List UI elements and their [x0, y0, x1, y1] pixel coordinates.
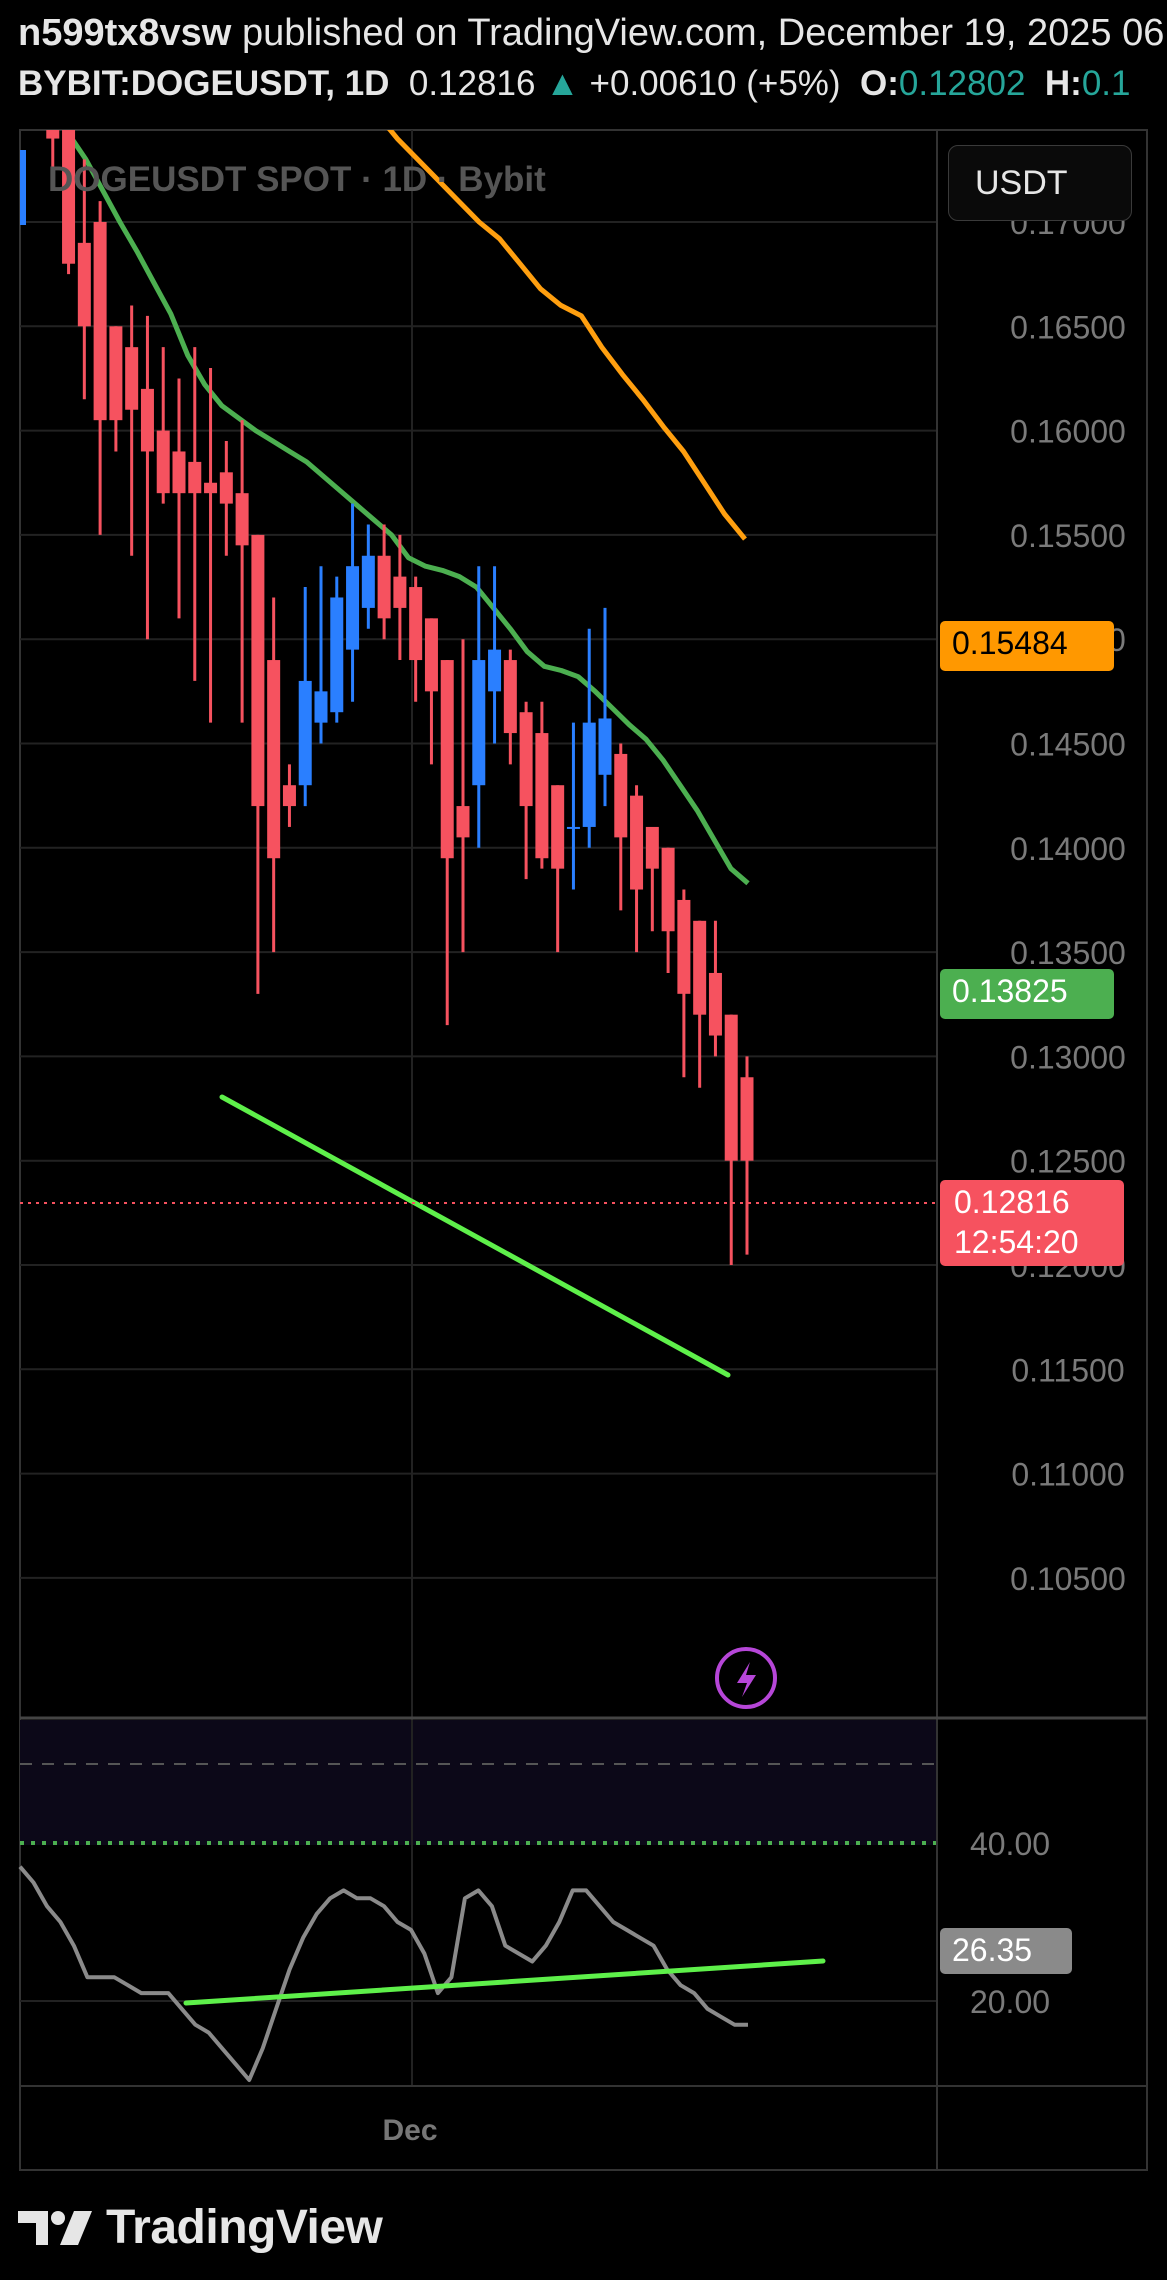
candle-down[interactable] [661, 847, 675, 932]
candle-down[interactable] [724, 1014, 738, 1161]
price-tick-label: 0.13000 [1010, 1039, 1126, 1075]
candle-down[interactable] [93, 222, 107, 421]
rsi-trendline[interactable] [183, 1958, 826, 2006]
candle-down[interactable] [204, 482, 218, 494]
price-tick-label: 0.11500 [1011, 1352, 1124, 1388]
support-trendline[interactable] [219, 1094, 731, 1378]
price-tick-label: 0.11000 [1011, 1457, 1124, 1493]
ma-green-line[interactable] [35, 59, 750, 886]
candle-down[interactable] [440, 660, 454, 859]
candle-up[interactable] [488, 649, 502, 692]
candle-down[interactable] [219, 472, 233, 504]
candle-down[interactable] [77, 242, 91, 327]
rsi-line[interactable] [18, 1865, 748, 2082]
candle-down[interactable] [551, 785, 565, 869]
candle-down[interactable] [140, 388, 154, 452]
ma-orange-price-tag: 0.15484 [940, 621, 1114, 671]
rsi-pane: 40.00 20.00 [18, 1763, 1050, 2082]
rsi-value-tag: 26.35 [940, 1928, 1072, 1974]
candle-up[interactable] [346, 566, 360, 650]
candle-down[interactable] [503, 660, 517, 734]
candle-down[interactable] [677, 899, 691, 994]
tradingview-logo-icon [18, 2210, 92, 2245]
price-tick-label: 0.16000 [1010, 414, 1126, 450]
publish-line: n599tx8vsw published on TradingView.com,… [18, 12, 1164, 55]
candle-down[interactable] [693, 920, 707, 1015]
rsi-tick-label: 20.00 [970, 1984, 1050, 2020]
chart-header: n599tx8vsw published on TradingView.com,… [0, 0, 1167, 130]
high-label: H: [1044, 64, 1082, 103]
author-name[interactable]: n599tx8vsw [18, 12, 232, 54]
candle-down[interactable] [614, 753, 628, 838]
candle-down[interactable] [235, 493, 249, 546]
candle-up[interactable] [361, 555, 375, 608]
price-tick-label: 0.13500 [1010, 935, 1126, 971]
candle-down[interactable] [519, 712, 533, 807]
last-price: 0.12816 [408, 64, 536, 103]
candle-down[interactable] [46, 97, 60, 139]
chart-left-marker [20, 150, 26, 225]
candle-down[interactable] [125, 347, 139, 410]
tradingview-wordmark: TradingView [106, 2201, 383, 2254]
candle-down[interactable] [188, 461, 202, 494]
candle-down[interactable] [424, 618, 438, 692]
up-arrow-icon: ▲ [545, 64, 580, 103]
rsi-tick-label: 40.00 [970, 1826, 1050, 1862]
candle-up[interactable] [298, 680, 312, 786]
candle-up[interactable] [598, 718, 612, 775]
open-value: 0.12802 [898, 64, 1026, 103]
published-text: published on TradingView.com, December 1… [241, 12, 1165, 54]
candle-down[interactable] [409, 587, 423, 661]
candle-down[interactable] [109, 326, 123, 421]
chart-frame [19, 129, 1148, 2171]
candle-down[interactable] [251, 534, 265, 807]
lightning-icon [737, 1662, 756, 1697]
symbol-name[interactable]: BYBIT:DOGEUSDT, 1D [18, 64, 390, 103]
rsi-band [20, 1720, 937, 1845]
price-tick-label: 0.14000 [1010, 831, 1126, 867]
time-label-dec: Dec [382, 2114, 437, 2147]
candle-up[interactable] [582, 722, 596, 827]
price-tick-label: 0.15500 [1010, 518, 1126, 554]
price-tick-label: 0.14500 [1010, 727, 1126, 763]
bar-countdown: 12:54:20 [954, 1224, 1079, 1260]
candle-down[interactable] [62, 107, 76, 264]
candle-down[interactable] [377, 555, 391, 619]
candle-up[interactable] [566, 826, 580, 829]
symbol-line: BYBIT:DOGEUSDT, 1D 0.12816 ▲ +0.00610 (+… [18, 64, 1130, 104]
footer: TradingView [0, 2170, 1167, 2280]
current-price-tag: 0.12816 12:54:20 [940, 1180, 1124, 1266]
high-value: 0.1 [1081, 64, 1131, 103]
chart-title: DOGEUSDT SPOT · 1D · Bybit [48, 160, 546, 199]
candle-up[interactable] [314, 691, 328, 723]
candle-up[interactable] [472, 660, 486, 786]
candle-down[interactable] [282, 785, 296, 807]
price-tick-label: 0.12500 [1010, 1144, 1126, 1180]
open-label: O: [860, 64, 899, 103]
price-tick-label: 0.16500 [1010, 309, 1126, 345]
candle-down[interactable] [535, 733, 549, 859]
candle-down[interactable] [645, 826, 659, 869]
candle-down[interactable] [630, 795, 644, 890]
candle-down[interactable] [708, 972, 722, 1036]
price-change: +0.00610 (+5%) [589, 64, 841, 103]
candle-down[interactable] [740, 1077, 754, 1161]
ma-orange-line[interactable] [295, 13, 747, 541]
tradingview-logo[interactable]: TradingView [18, 2200, 383, 2255]
events-circle[interactable] [715, 1647, 777, 1709]
candle-down[interactable] [31, 45, 44, 118]
moving-averages [35, 13, 750, 886]
candle-down[interactable] [267, 660, 281, 859]
currency-button[interactable]: USDT [948, 145, 1132, 221]
candle-down[interactable] [156, 430, 170, 494]
candle-down[interactable] [456, 806, 470, 838]
candle-up[interactable] [330, 597, 344, 713]
ma-green-price-tag: 0.13825 [940, 969, 1114, 1019]
current-price-value: 0.12816 [954, 1184, 1070, 1220]
candle-down[interactable] [393, 576, 407, 608]
candle-down[interactable] [172, 451, 186, 494]
price-tick-label: 0.10500 [1010, 1561, 1126, 1597]
candlestick-series [31, 45, 754, 1265]
